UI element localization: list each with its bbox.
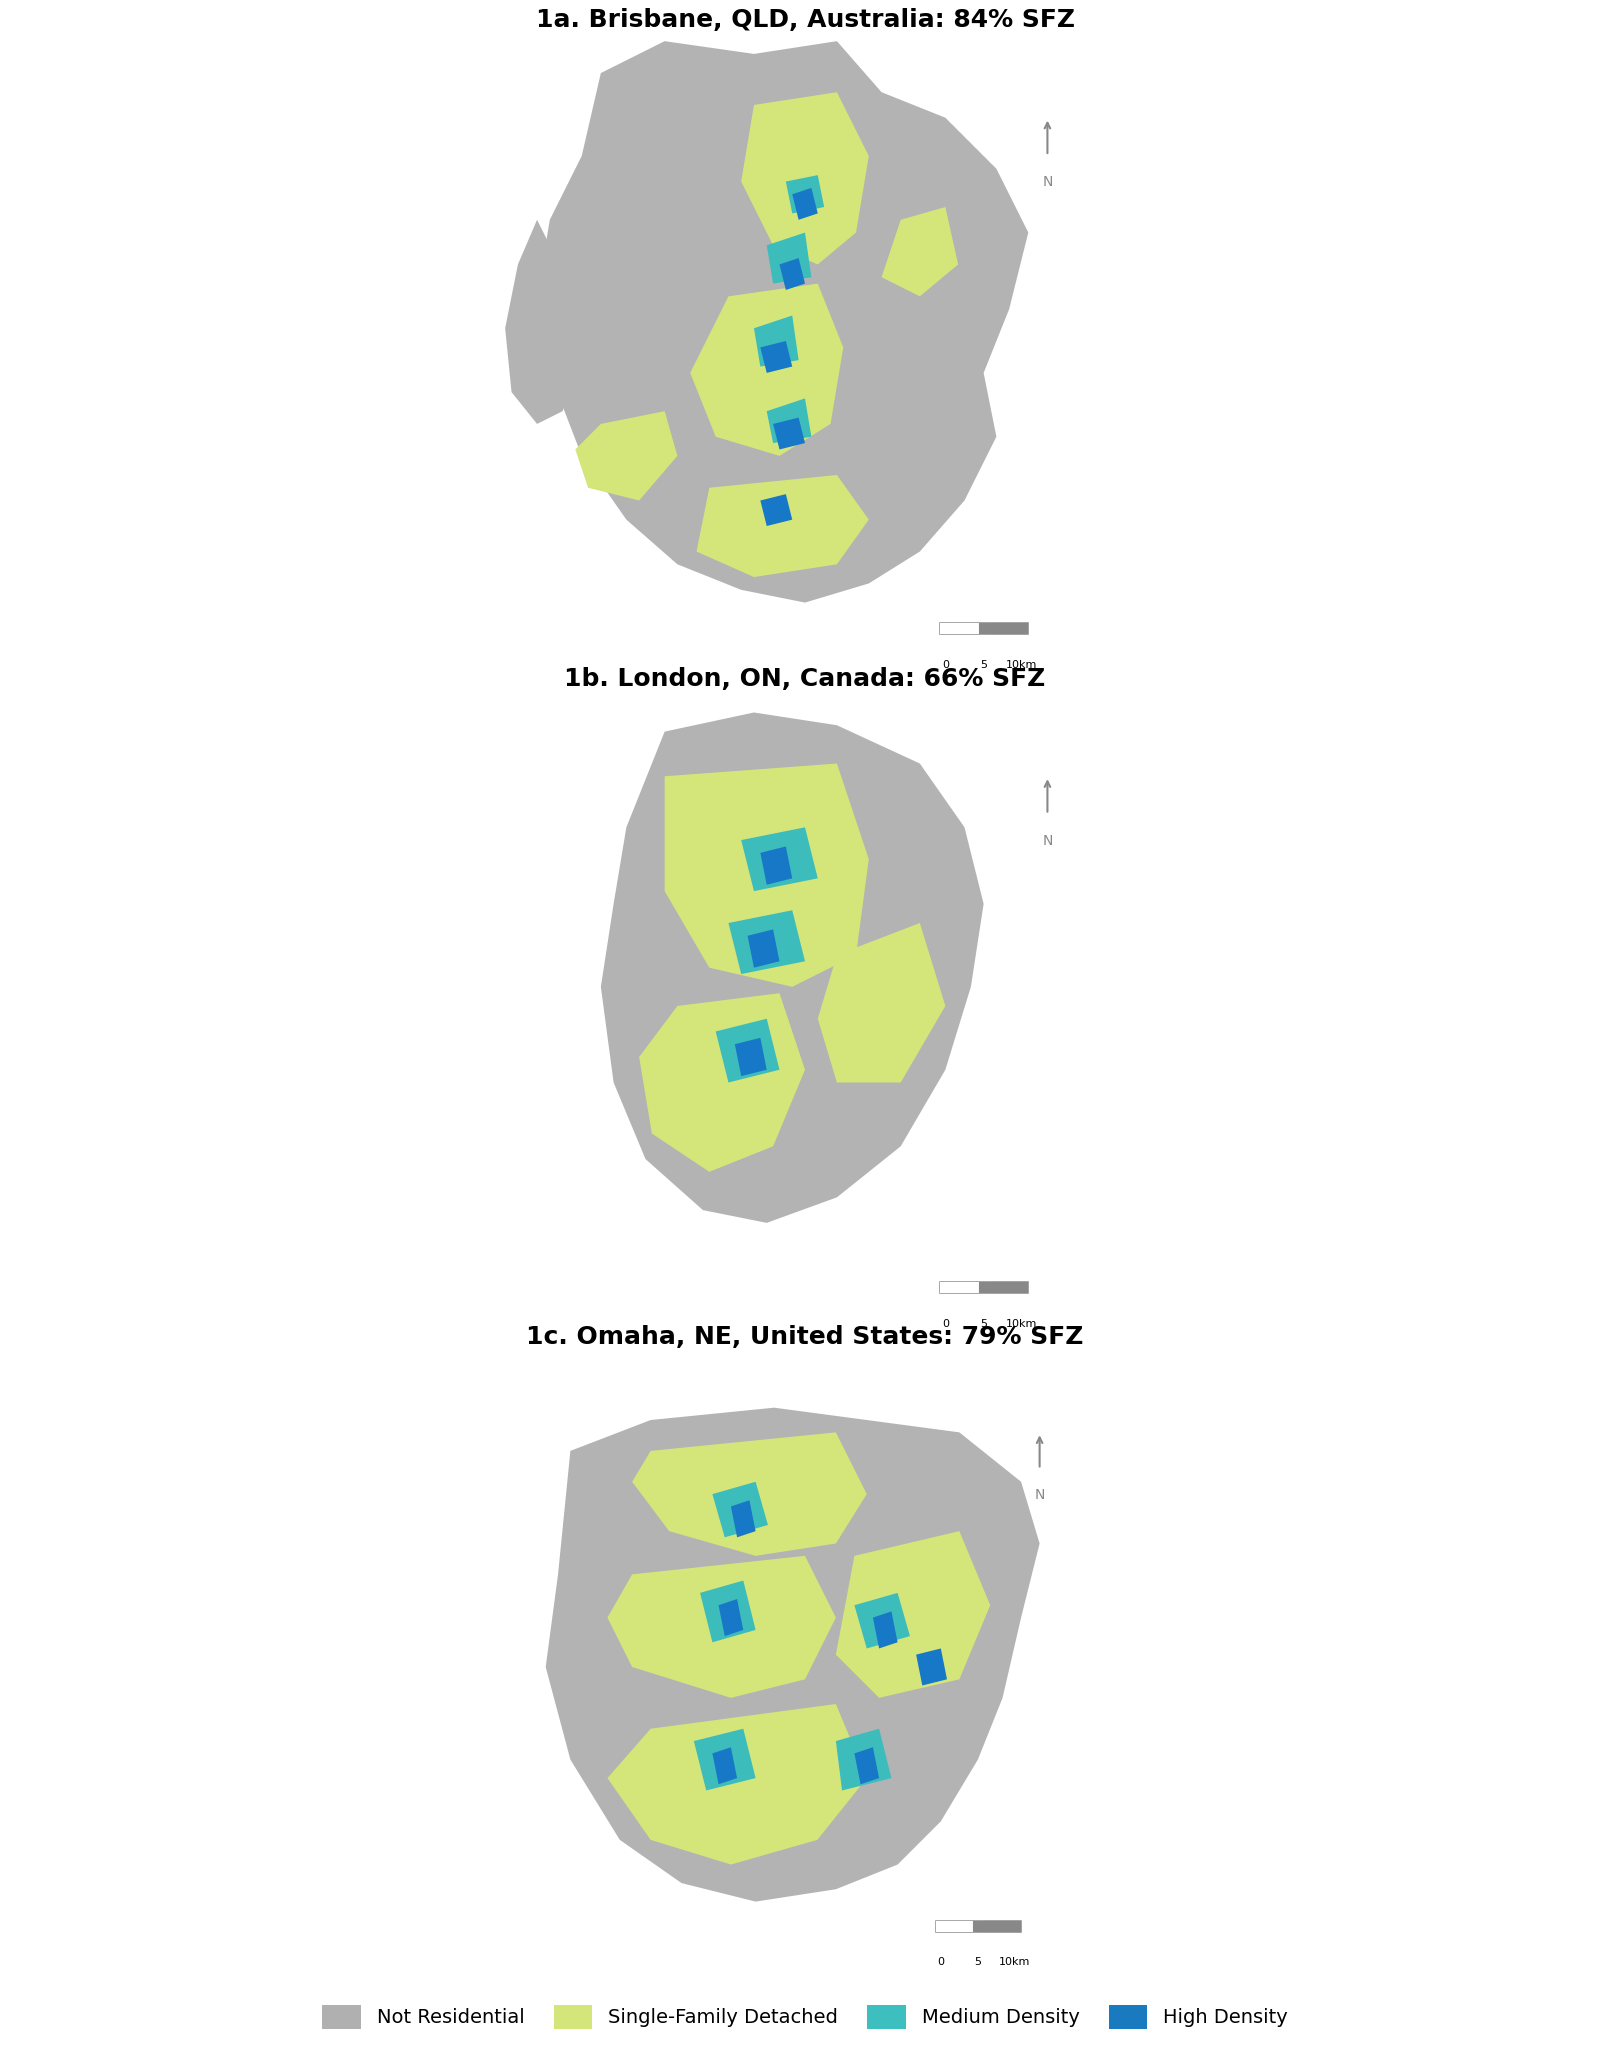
Title: 1c. Omaha, NE, United States: 79% SFZ: 1c. Omaha, NE, United States: 79% SFZ (526, 1325, 1084, 1350)
Text: N: N (1042, 175, 1053, 189)
Polygon shape (760, 494, 792, 527)
Polygon shape (773, 418, 805, 449)
Polygon shape (712, 1482, 768, 1537)
Text: 5: 5 (980, 1319, 987, 1329)
Polygon shape (718, 1599, 744, 1636)
Polygon shape (728, 910, 805, 973)
Polygon shape (734, 1037, 766, 1076)
Text: 10km: 10km (1006, 1319, 1037, 1329)
Text: 0: 0 (942, 661, 948, 671)
Polygon shape (753, 315, 799, 366)
Text: 0: 0 (937, 1957, 945, 1967)
Polygon shape (700, 1581, 755, 1642)
Polygon shape (741, 93, 869, 265)
Polygon shape (712, 1747, 737, 1784)
Polygon shape (691, 284, 844, 457)
Text: 5: 5 (974, 1957, 982, 1967)
Polygon shape (716, 1019, 779, 1083)
Text: N: N (1034, 1488, 1045, 1502)
Polygon shape (760, 342, 792, 372)
Polygon shape (916, 1648, 947, 1686)
Polygon shape (873, 1611, 898, 1648)
Polygon shape (665, 764, 869, 988)
Text: 0: 0 (942, 1319, 948, 1329)
Polygon shape (786, 175, 824, 214)
Polygon shape (882, 208, 958, 296)
Polygon shape (633, 1432, 866, 1556)
Polygon shape (601, 712, 984, 1222)
Legend: Not Residential, Single-Family Detached, Medium Density, High Density: Not Residential, Single-Family Detached,… (322, 2004, 1288, 2029)
Polygon shape (792, 187, 818, 220)
Polygon shape (766, 233, 811, 284)
Polygon shape (506, 220, 581, 424)
Title: 1a. Brisbane, QLD, Australia: 84% SFZ: 1a. Brisbane, QLD, Australia: 84% SFZ (536, 8, 1074, 33)
Polygon shape (747, 930, 779, 967)
Text: N: N (1042, 833, 1053, 848)
Polygon shape (818, 924, 945, 1083)
Polygon shape (741, 827, 818, 891)
Polygon shape (855, 1593, 910, 1648)
Polygon shape (731, 1500, 755, 1537)
Polygon shape (575, 412, 678, 500)
Polygon shape (836, 1729, 892, 1790)
Title: 1b. London, ON, Canada: 66% SFZ: 1b. London, ON, Canada: 66% SFZ (565, 667, 1045, 691)
Polygon shape (697, 475, 869, 576)
Polygon shape (779, 257, 805, 290)
Polygon shape (760, 846, 792, 885)
Text: 5: 5 (980, 661, 987, 671)
Polygon shape (607, 1556, 836, 1698)
Text: 10km: 10km (1006, 661, 1037, 671)
Polygon shape (546, 1408, 1040, 1902)
Polygon shape (766, 399, 811, 442)
Polygon shape (855, 1747, 879, 1784)
Polygon shape (694, 1729, 755, 1790)
Polygon shape (836, 1531, 990, 1698)
Polygon shape (607, 1704, 866, 1865)
Text: 10km: 10km (1000, 1957, 1030, 1967)
Polygon shape (639, 994, 805, 1171)
Polygon shape (538, 41, 1029, 603)
